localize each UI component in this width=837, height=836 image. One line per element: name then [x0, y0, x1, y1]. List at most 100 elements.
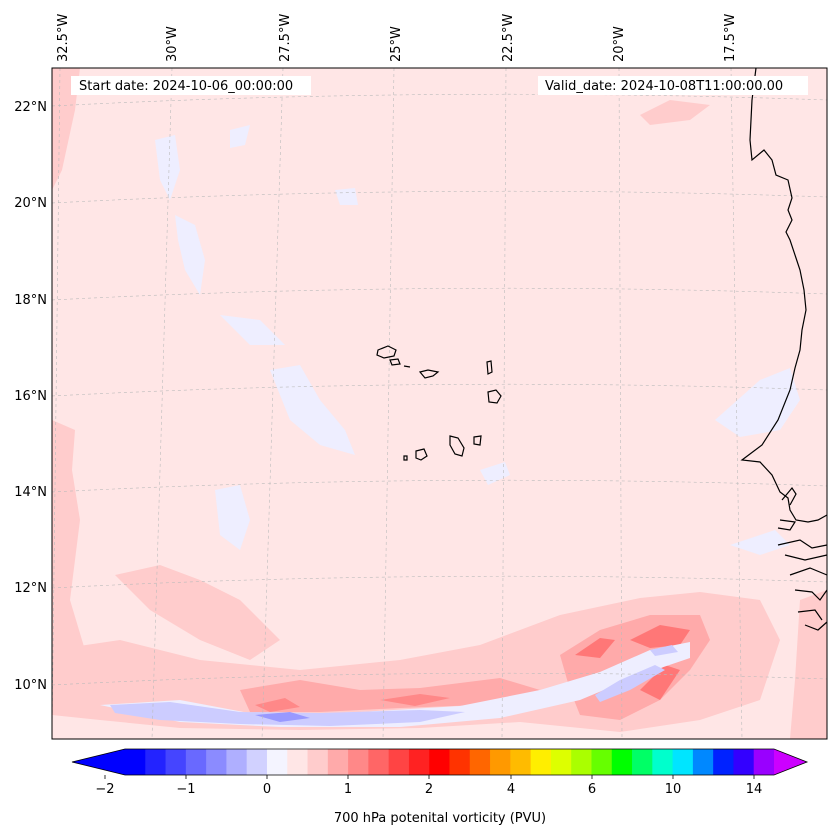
colorbar-cell: [449, 749, 471, 775]
colorbar-cell: [287, 749, 309, 775]
header-info: Start date: 2024-10-06_00:00:00 Valid_da…: [71, 76, 808, 95]
npv-region-1: [155, 135, 180, 200]
colorbar-cell: [510, 749, 532, 775]
island-brava: [403, 455, 408, 461]
npv-region-4: [215, 485, 250, 550]
longitude-labels: 32.5°W 30°W 27.5°W 25°W 22.5°W 20°W 17.5…: [56, 14, 738, 62]
colorbar-cell: [733, 749, 755, 775]
colorbar-tick-labels: −2 −1 0 1 2 4 6 10 14: [95, 782, 762, 797]
colorbar-cell: [348, 749, 369, 775]
island-maio: [473, 435, 482, 446]
colorbar-cell: [429, 749, 451, 775]
colorbar-cell: [672, 749, 694, 775]
colorbar: −2 −1 0 1 2 4 6 10 14 700 hPa potenital …: [71, 748, 809, 826]
parallel-16n: [51, 383, 828, 397]
island-sal: [486, 360, 493, 375]
pv-region-east-coast: [790, 590, 827, 739]
meridian-22-5w: [501, 67, 507, 740]
colorbar-cell: [550, 749, 572, 775]
graticule: [51, 67, 828, 740]
meridian-20w: [618, 67, 623, 740]
lat-label-18n: 18°N: [14, 293, 47, 308]
lon-label-30w: 30°W: [165, 26, 180, 62]
lat-label-16n: 16°N: [14, 389, 47, 404]
colorbar-cell: [490, 749, 511, 775]
npv-region-6: [715, 368, 800, 437]
npv-region-3: [270, 365, 355, 455]
colorbar-tick-label: 0: [263, 782, 271, 797]
lon-label-32-5w: 32.5°W: [56, 14, 71, 62]
lat-label-22n: 22°N: [14, 100, 47, 115]
lon-label-25w: 25°W: [389, 26, 404, 62]
colorbar-cell: [652, 749, 674, 775]
parallel-20n: [51, 190, 828, 204]
island-sao-vicente: [389, 358, 401, 366]
colorbar-tick-label: 14: [746, 782, 763, 797]
latitude-labels: 22°N 20°N 18°N 16°N 14°N 12°N 10°N: [14, 100, 47, 693]
parallel-10n: [51, 672, 828, 686]
lon-label-17-5w: 17.5°W: [723, 14, 738, 62]
colorbar-cell: [266, 749, 288, 775]
valid-date-text: Valid_date: 2024-10-08T11:00:00.00: [545, 79, 783, 94]
npv-region-9: [480, 462, 510, 485]
colorbar-cell: [368, 749, 390, 775]
lat-label-10n: 10°N: [14, 678, 47, 693]
map-frame: [51, 67, 828, 740]
coastline-senegal-rivers: [777, 486, 828, 631]
parallel-22n: [51, 93, 828, 107]
island-santiago: [449, 435, 465, 457]
npv-region-south-band: [100, 642, 690, 727]
lon-label-27-5w: 27.5°W: [278, 14, 293, 62]
island-fogo: [415, 448, 428, 461]
colorbar-cell: [469, 749, 491, 775]
start-date-text: Start date: 2024-10-06_00:00:00: [79, 79, 293, 94]
pv-region-sw-streak: [115, 565, 280, 660]
map-panel: [51, 67, 828, 740]
npv-region-5: [220, 315, 285, 345]
pv-region-strong-2: [630, 625, 690, 648]
colorbar-cell: [226, 749, 248, 775]
colorbar-cell: [125, 749, 146, 775]
colorbar-tick-label: 4: [507, 782, 515, 797]
npv-region-east-small: [650, 645, 678, 656]
lon-label-20w: 20°W: [612, 26, 627, 62]
colorbar-cell: [145, 749, 167, 775]
lat-label-14n: 14°N: [14, 485, 47, 500]
colorbar-label: 700 hPa potenital vorticity (PVU): [334, 811, 546, 826]
cape-verde-islands: [376, 345, 502, 461]
npv-region-8: [335, 188, 358, 205]
meridian-17-5w: [730, 67, 743, 740]
colorbar-cell: [530, 749, 552, 775]
pv-region-west-strip: [52, 420, 85, 680]
meridian-27-5w: [261, 67, 284, 740]
colorbar-cell: [307, 749, 329, 775]
colorbar-cell: [408, 749, 430, 775]
colorbar-cell: [753, 749, 775, 775]
parallel-14n: [51, 479, 828, 493]
pv-region-south-mid: [240, 678, 540, 712]
island-santa-luzia: [403, 365, 411, 368]
meridian-30w: [151, 67, 173, 740]
colorbar-cell: [388, 749, 410, 775]
colorbar-cell: [327, 749, 349, 775]
lat-label-12n: 12°N: [14, 581, 47, 596]
colorbar-tick-label: −1: [176, 782, 195, 797]
colorbar-tick-label: 10: [665, 782, 682, 797]
pv-region-strong-4: [255, 698, 300, 712]
parallel-18n: [51, 287, 828, 301]
npv-region-south-strong: [255, 712, 310, 722]
colorbar-tick-label: 2: [425, 782, 433, 797]
colorbar-cell: [611, 749, 633, 775]
colorbar-cell: [185, 749, 207, 775]
negative-pv-regions: [100, 125, 800, 727]
valid-date-box: [538, 76, 808, 95]
meridian-25w: [382, 67, 395, 740]
pv-region-strong-3: [640, 665, 680, 700]
island-sao-nicolau: [418, 369, 440, 379]
colorbar-extend-max: [774, 749, 807, 775]
colorbar-cell: [713, 749, 735, 775]
colorbar-cells: [125, 749, 775, 775]
colorbar-ticks: [104, 775, 755, 779]
colorbar-extend-min: [72, 749, 125, 775]
pv-region-strong-1: [575, 638, 615, 658]
